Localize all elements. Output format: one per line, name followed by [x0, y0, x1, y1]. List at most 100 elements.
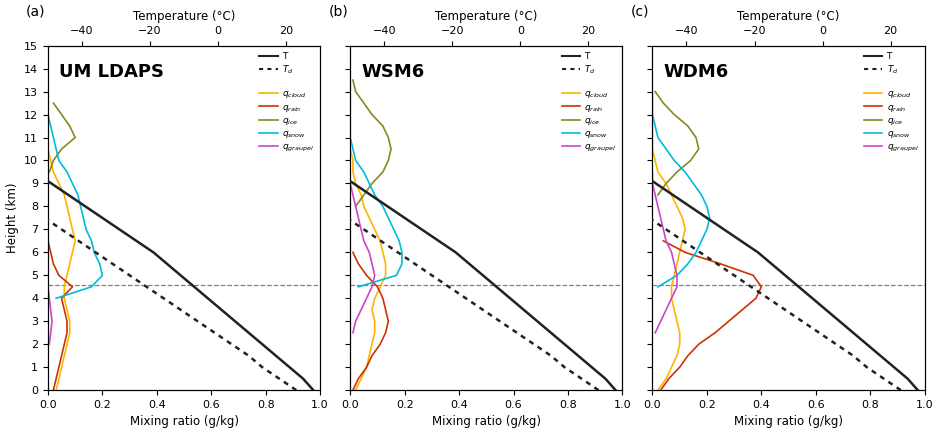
T [685, 204, 696, 209]
$T_d$ [426, 273, 438, 278]
T [450, 250, 461, 255]
T [861, 342, 872, 347]
X-axis label: Temperature (°C): Temperature (°C) [737, 10, 839, 23]
T [531, 319, 543, 324]
T [559, 342, 570, 347]
$T_d$ [831, 342, 842, 347]
$T_d$ [314, 192, 325, 197]
$T_d$ [56, 227, 68, 232]
$T_d$ [259, 78, 270, 83]
T [131, 238, 142, 243]
T [875, 353, 886, 358]
$T_d$ [878, 376, 889, 381]
$T_d$ [376, 238, 387, 243]
$T_d$ [280, 158, 291, 163]
$T_d$ [796, 319, 808, 324]
$T_d$ [393, 250, 404, 255]
T [807, 296, 818, 301]
T [273, 66, 285, 71]
Y-axis label: Height (km): Height (km) [6, 183, 19, 253]
T [518, 307, 530, 312]
X-axis label: Temperature (°C): Temperature (°C) [435, 10, 537, 23]
T [848, 330, 859, 335]
$T_d$ [25, 204, 37, 209]
$T_d$ [562, 43, 573, 48]
$T_d$ [762, 296, 774, 301]
T [599, 135, 610, 140]
$T_d$ [569, 123, 580, 128]
$T_d$ [226, 342, 238, 347]
$T_d$ [576, 376, 587, 381]
T [229, 319, 240, 324]
Line: T: T [0, 46, 314, 390]
T [189, 284, 200, 289]
$T_d$ [0, 181, 9, 186]
X-axis label: Mixing ratio (g/kg): Mixing ratio (g/kg) [734, 415, 843, 428]
$T_d$ [494, 319, 505, 324]
T [593, 123, 604, 128]
$T_d$ [259, 43, 270, 48]
$T_d$ [290, 169, 301, 174]
$T_d$ [259, 55, 270, 60]
$T_d$ [603, 181, 614, 186]
$T_d$ [38, 215, 50, 220]
$T_d$ [779, 307, 791, 312]
$T_d$ [630, 204, 641, 209]
T [606, 146, 617, 151]
$T_d$ [263, 112, 274, 117]
$T_d$ [643, 215, 654, 220]
T [399, 215, 410, 220]
$T_d$ [616, 192, 627, 197]
$T_d$ [712, 261, 723, 266]
Text: WSM6: WSM6 [362, 63, 424, 81]
T [701, 215, 713, 220]
T [15, 158, 26, 163]
T [80, 204, 91, 209]
T [63, 192, 74, 197]
$T_d$ [660, 227, 671, 232]
$T_d$ [175, 307, 186, 312]
T [668, 192, 679, 197]
$T_d$ [562, 55, 573, 60]
T [464, 261, 475, 266]
T [766, 261, 777, 266]
$T_d$ [209, 330, 221, 335]
T [269, 55, 281, 60]
T [477, 273, 488, 278]
Legend: T, $T_d$, , $q_{cloud}$, $q_{rain}$, $q_{ice}$, $q_{snow}$, $q_{graupel}$: T, $T_d$, , $q_{cloud}$, $q_{rain}$, $q_… [862, 50, 920, 155]
T [578, 78, 590, 83]
$T_d$ [263, 89, 274, 94]
$T_d$ [677, 238, 688, 243]
$T_d$ [582, 158, 593, 163]
$T_d$ [895, 388, 906, 393]
T [620, 158, 631, 163]
$T_d$ [124, 273, 135, 278]
$T_d$ [328, 204, 339, 209]
T [202, 296, 213, 301]
T [589, 112, 600, 117]
Text: (c): (c) [631, 4, 649, 18]
T [297, 135, 308, 140]
$T_d$ [477, 307, 488, 312]
T [114, 227, 125, 232]
T [365, 192, 377, 197]
T [586, 101, 597, 106]
T [331, 169, 342, 174]
$T_d$ [572, 135, 583, 140]
$T_d$ [460, 296, 471, 301]
Line: $T_d$: $T_d$ [0, 46, 297, 390]
T [752, 250, 763, 255]
$T_d$ [273, 376, 285, 381]
T [416, 227, 427, 232]
$T_d$ [511, 330, 522, 335]
T [779, 273, 791, 278]
T [572, 55, 583, 60]
$T_d$ [559, 365, 570, 370]
T [284, 101, 295, 106]
T [0, 135, 6, 140]
T [834, 319, 845, 324]
T [382, 204, 393, 209]
$T_d$ [158, 296, 169, 301]
Text: (a): (a) [26, 4, 46, 18]
T [569, 43, 580, 48]
